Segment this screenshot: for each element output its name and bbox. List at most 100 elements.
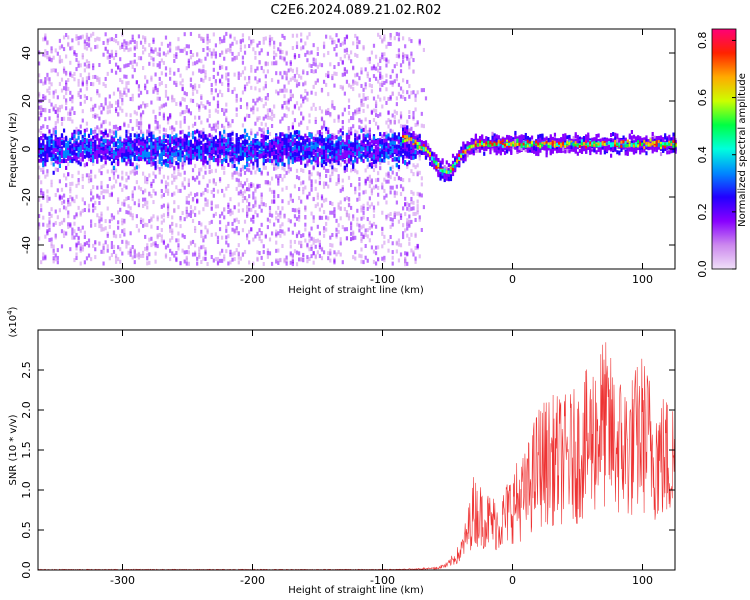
spectrogram-cell — [314, 120, 317, 125]
spectrogram-cell — [221, 39, 224, 44]
spectrogram-cell — [42, 141, 45, 146]
spectrogram-cell — [169, 140, 172, 145]
spectrogram-cell — [264, 141, 267, 146]
spectrogram-cell — [283, 214, 286, 219]
spectrogram-cell — [179, 101, 182, 106]
spectrogram-cell — [191, 218, 195, 223]
spectrogram-cell — [44, 33, 47, 38]
spectrogram-cell — [216, 138, 220, 143]
spectrogram-cell — [150, 75, 153, 80]
spectrogram-cell — [160, 234, 163, 239]
spectrogram-cell — [73, 110, 76, 115]
spectrogram-cell — [75, 130, 78, 135]
spectrogram-cell — [71, 132, 74, 137]
spectrogram-cell — [133, 166, 136, 171]
spectrogram-cell — [273, 55, 276, 60]
spectrogram-cell — [92, 161, 95, 166]
spectrogram-cell — [135, 41, 138, 46]
spectrogram-cell — [229, 43, 232, 48]
spectrogram-cell — [339, 84, 342, 89]
spectrogram-cell — [42, 157, 45, 162]
spectrogram-cell — [356, 140, 359, 145]
spectrogram-cell — [62, 137, 66, 142]
spectrogram-cell — [162, 151, 165, 156]
spectrogram-cell — [77, 93, 80, 98]
spectrogram-cell — [225, 186, 228, 191]
spectrogram-cell — [67, 197, 70, 202]
spectrogram-cell — [237, 146, 240, 151]
spectrogram-cell — [52, 131, 55, 136]
spectrogram-cell — [152, 37, 155, 42]
spectrogram-cell — [44, 147, 47, 152]
spectrogram-cell — [87, 60, 91, 65]
spectrogram-cell — [285, 154, 288, 159]
spectrogram-cell — [73, 134, 76, 139]
spectrogram-cell — [354, 80, 357, 85]
spectrogram-cell — [75, 126, 78, 131]
spectrogram-cell — [56, 188, 59, 193]
spectrogram-cell — [58, 179, 61, 184]
spectrogram-cell — [285, 133, 288, 138]
spectrogram-cell — [314, 137, 317, 142]
spectrogram-cell — [177, 142, 180, 147]
spectrogram-cell — [83, 68, 86, 73]
spectrogram-cell — [171, 235, 174, 240]
spectrogram-cell — [69, 202, 72, 207]
spectrogram-cell — [208, 170, 211, 175]
spectrogram-cell — [354, 141, 357, 146]
spectrogram-cell — [67, 116, 70, 121]
spectrogram-cell — [164, 188, 168, 193]
spectrogram-cell — [65, 144, 68, 149]
spectrogram-cell — [243, 181, 247, 186]
spectrogram-cell — [314, 145, 317, 150]
spectrogram-cell — [335, 144, 338, 149]
spectrogram-cell — [173, 253, 176, 258]
spectrogram-cell — [208, 179, 211, 184]
spectrogram-cell — [250, 85, 253, 90]
spectrogram-cell — [308, 169, 311, 174]
spectrogram-cell — [277, 91, 280, 96]
spectrogram-cell — [183, 185, 186, 190]
spectrogram-cell — [119, 91, 122, 96]
spectrogram-cell — [227, 150, 230, 155]
spectrogram-cell — [175, 54, 178, 59]
spectrogram-cell — [314, 204, 317, 209]
spectrogram-cell — [102, 227, 105, 232]
spectrogram-cell — [160, 179, 163, 184]
spectrogram-cell — [214, 122, 217, 127]
spectrogram-cell — [171, 251, 174, 256]
spectrogram-cell — [56, 95, 59, 100]
spectrogram-cell — [343, 148, 346, 153]
spectrogram-cell — [268, 42, 272, 47]
spectrogram-cell — [302, 45, 305, 50]
spectrogram-cell — [87, 253, 91, 258]
spectrogram-cell — [279, 42, 282, 47]
spectrogram-cell — [231, 172, 234, 177]
spectrogram-cell — [104, 139, 107, 144]
spectrogram-cell — [241, 140, 245, 145]
spectrogram-cell — [318, 175, 321, 180]
spectrogram-cell — [152, 144, 155, 149]
spectrogram-cell — [308, 155, 311, 160]
spectrogram-cell — [210, 134, 213, 139]
spectrogram-cell — [156, 124, 159, 129]
spectrogram-cell — [231, 145, 234, 150]
spectrogram-cell — [83, 41, 86, 46]
spectrogram-cell — [81, 145, 84, 150]
spectrogram-cell — [65, 150, 68, 155]
spectrogram-cell — [298, 130, 301, 135]
spectrogram-cell — [235, 248, 238, 253]
spectrogram-cell — [208, 77, 211, 82]
spectrogram-cell — [123, 138, 126, 143]
spectrogram-cell — [160, 58, 163, 63]
spectrogram-cell — [169, 228, 172, 233]
spectrogram-cell — [289, 244, 292, 249]
spectrogram-cell — [341, 125, 344, 130]
spectrogram-cell — [202, 175, 205, 180]
spectrogram-cell — [306, 50, 309, 55]
spectrogram-cell — [114, 124, 118, 129]
spectrogram-cell — [314, 116, 317, 121]
spectrogram-cell — [198, 58, 201, 63]
spectrogram-cell — [218, 53, 222, 58]
spectrogram-cell — [50, 49, 53, 54]
